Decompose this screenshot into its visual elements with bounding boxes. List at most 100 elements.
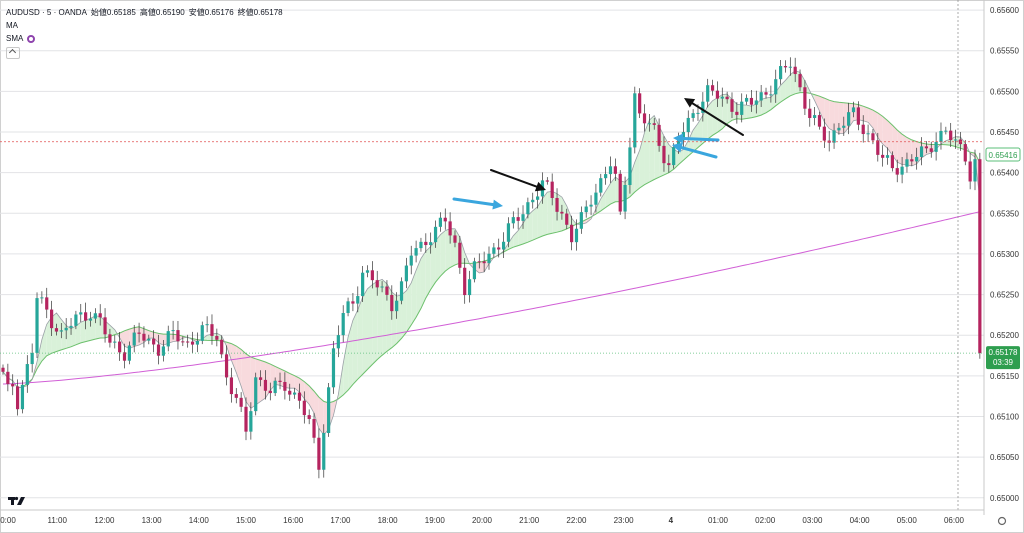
candle-body bbox=[331, 348, 336, 388]
ma-cloud-segment bbox=[95, 315, 101, 340]
candle-body bbox=[375, 280, 379, 288]
candle-body bbox=[93, 313, 97, 319]
candle-body bbox=[385, 286, 389, 295]
candle-body bbox=[268, 390, 272, 394]
x-tick-label: 23:00 bbox=[614, 516, 635, 525]
y-tick-label: 0.65000 bbox=[990, 494, 1019, 503]
candle-body bbox=[638, 93, 642, 114]
candle-body bbox=[293, 392, 297, 395]
ma-lines bbox=[2, 70, 981, 436]
x-tick-label: 21:00 bbox=[519, 516, 540, 525]
candle-body bbox=[783, 66, 788, 68]
candle-body bbox=[224, 354, 229, 378]
candle-body bbox=[511, 217, 515, 224]
candle-body bbox=[132, 332, 136, 346]
ma-cloud-segment bbox=[877, 112, 883, 145]
y-tick-label: 0.65350 bbox=[990, 209, 1019, 218]
ma-cloud-segment bbox=[61, 319, 67, 350]
candle-body bbox=[847, 112, 851, 126]
candle-body bbox=[579, 212, 583, 229]
y-tick-label: 0.65500 bbox=[990, 87, 1019, 96]
candle-body bbox=[817, 115, 822, 127]
ma-cloud-segment bbox=[231, 343, 237, 373]
ma-cloud-segment bbox=[85, 318, 91, 342]
ma-cloud-segment bbox=[824, 98, 830, 129]
candle-body bbox=[570, 224, 574, 243]
x-tick-label: 17:00 bbox=[330, 516, 351, 525]
candle-body bbox=[881, 154, 885, 158]
ma-cloud-segment bbox=[289, 373, 295, 389]
chart-settings-icon[interactable] bbox=[997, 516, 1007, 526]
x-tick-label: 22:00 bbox=[566, 516, 587, 525]
y-tick-label: 0.65150 bbox=[990, 372, 1019, 381]
logo-dot bbox=[14, 496, 19, 501]
ma-cloud-segment bbox=[892, 125, 898, 163]
candle-body bbox=[876, 140, 880, 155]
ma-cloud-segment bbox=[527, 210, 533, 243]
ma-cloud-segment bbox=[148, 330, 154, 339]
ma-cloud-segment bbox=[318, 397, 324, 435]
ma-cloud-segment bbox=[586, 216, 592, 223]
symbol-title[interactable]: AUDUSD · 5 · OANDA bbox=[6, 8, 87, 17]
candle-body bbox=[477, 261, 481, 263]
candle-body bbox=[147, 338, 151, 341]
candle-body bbox=[40, 297, 44, 299]
ma-cloud-segment bbox=[537, 198, 543, 239]
countdown-label: 03:39 bbox=[993, 358, 1014, 367]
candle-body bbox=[356, 296, 360, 304]
candle-body bbox=[842, 125, 846, 128]
collapse-legend-icon[interactable] bbox=[6, 47, 20, 59]
candle-body bbox=[380, 286, 384, 288]
ma-cloud-segment bbox=[420, 251, 426, 309]
ma-cloud-segment bbox=[158, 333, 164, 346]
tradingview-logo-icon bbox=[8, 496, 25, 505]
y-tick-label: 0.65200 bbox=[990, 331, 1019, 340]
ma-price-badge bbox=[985, 147, 1021, 162]
candle-body bbox=[910, 159, 914, 162]
candle-body bbox=[467, 279, 472, 296]
candle-body bbox=[613, 166, 617, 174]
ma-cloud-segment bbox=[435, 234, 441, 283]
x-tick-label: 12:00 bbox=[94, 516, 115, 525]
ma-cloud-segment bbox=[829, 100, 835, 132]
x-tick-label: 14:00 bbox=[189, 516, 210, 525]
black-arrow bbox=[689, 101, 744, 136]
candle-body bbox=[103, 317, 107, 335]
ma-cloud-segment bbox=[814, 94, 820, 112]
open-value: 始値0.65185 bbox=[90, 8, 136, 17]
candle-body bbox=[822, 126, 826, 141]
candle-body bbox=[433, 226, 438, 243]
ma-cloud-segment bbox=[761, 97, 767, 116]
blue-arrow-head bbox=[672, 142, 683, 153]
candle-body bbox=[861, 124, 865, 135]
ma-cloud-segment bbox=[634, 150, 640, 192]
ma-cloud-segment bbox=[382, 279, 387, 356]
ma-cloud-segment bbox=[600, 191, 606, 211]
candle-body bbox=[492, 247, 496, 254]
candle-body bbox=[851, 107, 856, 113]
candle-body bbox=[808, 108, 812, 118]
sma-indicator-label[interactable]: SMA bbox=[6, 34, 24, 43]
candle-body bbox=[837, 127, 841, 131]
candle-body bbox=[322, 432, 326, 470]
logo-slash bbox=[17, 497, 25, 505]
ma-indicator-label[interactable]: MA bbox=[6, 21, 18, 30]
candle-body bbox=[365, 270, 370, 273]
gear-icon[interactable] bbox=[27, 34, 36, 43]
candle-body bbox=[307, 415, 311, 420]
candle-body bbox=[953, 139, 958, 141]
candle-body bbox=[788, 66, 792, 68]
ma-cloud-segment bbox=[887, 120, 893, 156]
candle-body bbox=[98, 313, 102, 318]
candle-body bbox=[137, 332, 141, 334]
candle-body bbox=[254, 377, 258, 412]
candle-body bbox=[924, 146, 928, 149]
candle-body bbox=[633, 93, 637, 148]
candle-body bbox=[618, 173, 622, 212]
ma-cloud-segment bbox=[610, 176, 616, 205]
ma-cloud-segment bbox=[90, 315, 96, 341]
overlays bbox=[0, 0, 984, 510]
ma-cloud-segment bbox=[780, 80, 786, 103]
ma-cloud-segment bbox=[547, 191, 553, 235]
